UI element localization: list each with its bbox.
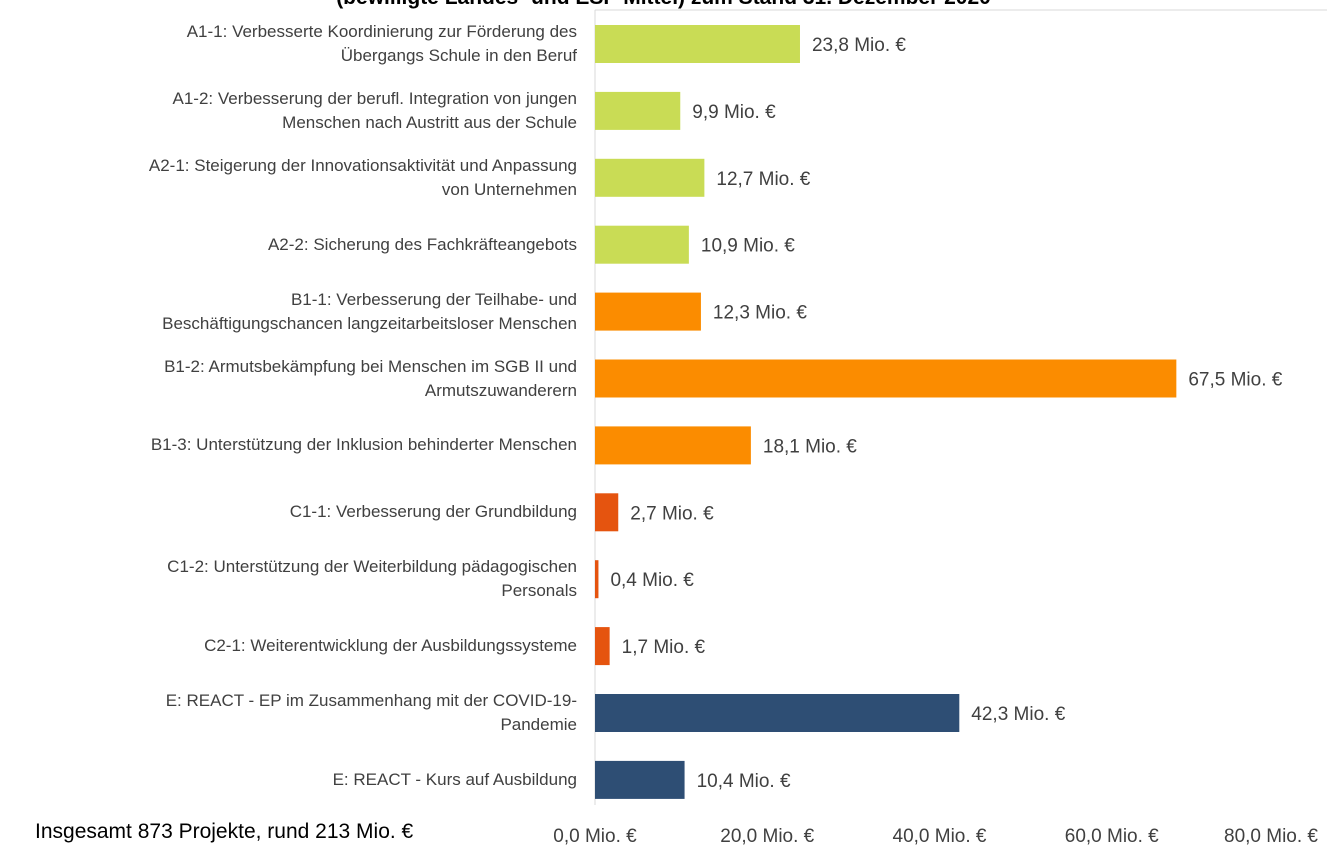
bar bbox=[595, 627, 610, 666]
x-tick-label: 0,0 Mio. € bbox=[553, 826, 637, 847]
data-label: 10,9 Mio. € bbox=[701, 236, 795, 257]
data-label: 9,9 Mio. € bbox=[692, 102, 776, 123]
bar bbox=[595, 694, 960, 732]
y-tick-label: C1-2: Unterstützung der Weiterbildung pä… bbox=[167, 557, 577, 601]
data-label: 12,3 Mio. € bbox=[713, 303, 807, 324]
data-label: 67,5 Mio. € bbox=[1188, 370, 1282, 391]
data-label: 12,7 Mio. € bbox=[716, 169, 810, 190]
data-label: 0,4 Mio. € bbox=[610, 570, 694, 591]
data-label: 23,8 Mio. € bbox=[812, 35, 906, 56]
x-tick-label: 80,0 Mio. € bbox=[1224, 826, 1318, 847]
x-tick-label: 40,0 Mio. € bbox=[893, 826, 987, 847]
y-tick-label: A1-1: Verbesserte Koordinierung zur Förd… bbox=[186, 22, 577, 65]
bar bbox=[595, 493, 619, 532]
y-tick-label: A2-2: Sicherung des Fachkräfteangebots bbox=[267, 234, 577, 254]
x-tick-label: 20,0 Mio. € bbox=[720, 826, 814, 847]
data-label: 1,7 Mio. € bbox=[622, 637, 706, 658]
data-label: 10,4 Mio. € bbox=[697, 771, 791, 792]
y-tick-label: E: REACT - Kurs auf Ausbildung bbox=[332, 769, 577, 789]
y-tick-label: B1-3: Unterstützung der Inklusion behind… bbox=[150, 435, 577, 455]
y-tick-label: E: REACT - EP im Zusammenhang mit der CO… bbox=[165, 691, 577, 734]
y-tick-label: B1-2: Armutsbekämpfung bei Menschen im S… bbox=[164, 356, 577, 400]
y-tick-label: A1-2: Verbesserung der berufl. Integrati… bbox=[172, 88, 578, 132]
bar bbox=[595, 560, 599, 599]
bar bbox=[595, 760, 685, 799]
chart-title: (bewilligte Landes- und ESF-Mittel) zum … bbox=[0, 0, 1327, 10]
bar bbox=[595, 359, 1177, 398]
data-label: 18,1 Mio. € bbox=[763, 436, 857, 457]
y-tick-label: A2-1: Steigerung der Innovationsaktivitä… bbox=[148, 155, 577, 199]
data-label: 2,7 Mio. € bbox=[630, 503, 714, 524]
y-tick-label: B1-1: Verbesserung der Teilhabe- und Bes… bbox=[162, 289, 577, 333]
y-tick-label: C2-1: Weiterentwicklung der Ausbildungss… bbox=[204, 636, 577, 656]
bar bbox=[595, 91, 681, 130]
bar bbox=[595, 292, 701, 331]
bar bbox=[595, 25, 800, 63]
x-tick-label: 60,0 Mio. € bbox=[1065, 826, 1159, 847]
bar bbox=[595, 158, 705, 197]
annotation: Insgesamt 873 Projekte, rund 213 Mio. € bbox=[35, 820, 414, 843]
data-label: 42,3 Mio. € bbox=[971, 704, 1065, 725]
y-tick-label: C1-1: Verbesserung der Grundbildung bbox=[289, 502, 577, 522]
bar bbox=[595, 426, 751, 465]
bar bbox=[595, 225, 689, 264]
